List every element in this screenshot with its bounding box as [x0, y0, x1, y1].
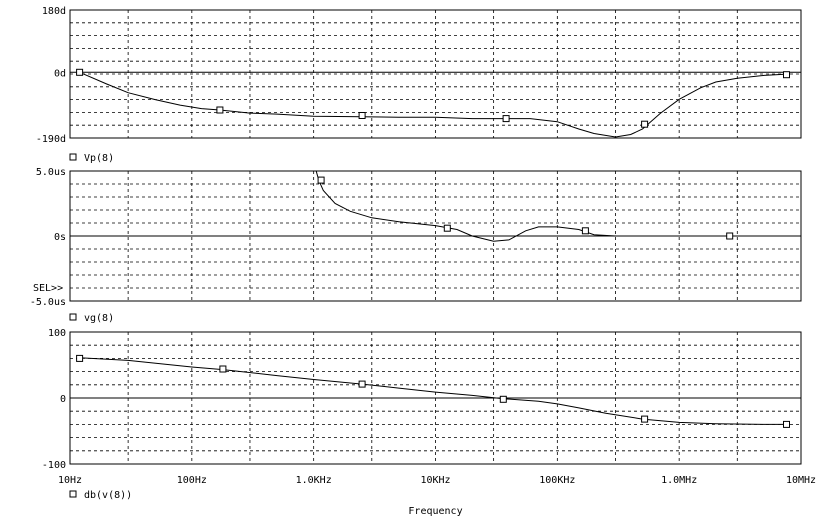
plot-frame — [69, 9, 802, 139]
x-tick-label: 10KHz — [420, 475, 450, 486]
data-marker — [499, 395, 507, 403]
x-tick-label: 100Hz — [177, 475, 207, 486]
data-marker — [219, 365, 227, 373]
y-tick-label: -5.0us — [30, 297, 66, 308]
data-marker — [641, 415, 649, 423]
y-tick-label: 0d — [54, 68, 66, 79]
data-marker — [783, 420, 790, 428]
x-tick-label: 1.0MHz — [661, 475, 697, 486]
data-marker — [76, 354, 84, 362]
data-marker — [502, 115, 510, 123]
trace-group-delay — [315, 170, 730, 242]
plot-frame — [69, 331, 802, 465]
plot-frame — [69, 170, 802, 302]
x-tick-label: 100KHz — [539, 475, 575, 486]
y-tick-label: 0s — [54, 232, 66, 243]
data-marker — [216, 106, 224, 114]
x-tick-label: 1.0KHz — [296, 475, 332, 486]
y-tick-label: -190d — [36, 134, 66, 145]
y-tick-label: 0 — [60, 394, 66, 405]
label-layer: 180d 0d -190d Vp(8) 5.0us 0s -5.0us vg(8) SEL>> 1… — [30, 6, 816, 517]
x-axis-label: Frequency — [408, 506, 462, 517]
y-tick-label: 100 — [48, 328, 66, 339]
data-marker — [726, 232, 734, 240]
trace-layer — [79, 71, 790, 425]
legend-marker — [69, 153, 77, 161]
y-tick-label: 5.0us — [36, 167, 66, 178]
y-tick-label: -100 — [42, 460, 66, 471]
legend-marker — [69, 490, 77, 498]
y-tick-label: 180d — [42, 6, 66, 17]
legend-label: vg(8) — [84, 313, 114, 324]
legend-label: db(v(8)) — [84, 490, 132, 501]
data-marker — [358, 380, 366, 388]
data-marker — [783, 71, 790, 79]
data-marker — [581, 227, 589, 235]
trace-magnitude — [79, 357, 790, 425]
data-marker — [641, 120, 649, 128]
x-tick-label: 10Hz — [58, 475, 82, 486]
data-marker — [443, 224, 451, 232]
legend-marker — [69, 313, 77, 321]
legend-label: Vp(8) — [84, 153, 114, 164]
data-marker — [358, 112, 366, 119]
grid-layer — [69, 10, 801, 464]
x-tick-label: 10MHz — [786, 475, 816, 486]
data-marker — [317, 176, 325, 184]
trace-phase — [79, 71, 790, 138]
marker-layer — [76, 68, 790, 428]
sel-indicator: SEL>> — [33, 283, 63, 294]
data-marker — [76, 68, 84, 76]
